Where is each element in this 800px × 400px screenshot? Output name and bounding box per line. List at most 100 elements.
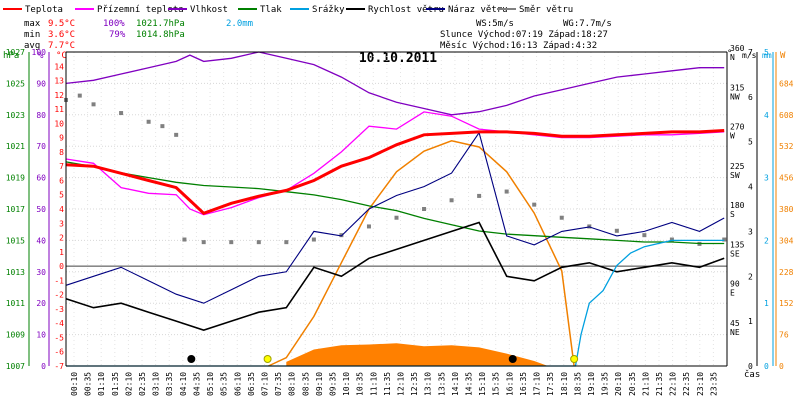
direction-tick-name: W bbox=[730, 132, 735, 141]
rain-tick-label: 2 bbox=[764, 236, 769, 245]
direction-tick-deg: 270 bbox=[730, 123, 745, 132]
temperature-tick-label: -4 bbox=[54, 319, 64, 328]
rain-tick-label: 4 bbox=[764, 111, 769, 120]
stats-max-hum: 100% bbox=[103, 19, 125, 29]
solar-tick-label: 76 bbox=[779, 331, 789, 340]
direction-tick-deg: 45 bbox=[730, 319, 740, 328]
temperature-tick-label: 13 bbox=[54, 77, 64, 86]
humidity-tick-label: 80 bbox=[36, 111, 46, 120]
stats-max-temp: 9.5°C bbox=[48, 19, 75, 29]
series-radiation-area bbox=[286, 343, 548, 366]
sun-marker bbox=[263, 355, 272, 363]
time-tick-label: 00:10 bbox=[70, 372, 79, 396]
temperature-tick-label: 14 bbox=[54, 62, 64, 71]
series-dir-point bbox=[77, 93, 82, 98]
axis-title-deg: ° bbox=[727, 49, 732, 59]
series-dir-point bbox=[559, 215, 564, 220]
time-tick-label: 02:35 bbox=[138, 372, 147, 396]
time-tick-label: 05:35 bbox=[220, 372, 229, 396]
axis-title-mm: mm bbox=[762, 51, 772, 60]
time-tick-label: 12:10 bbox=[397, 372, 406, 396]
humidity-tick-label: 50 bbox=[36, 205, 46, 214]
time-tick-label: 23:10 bbox=[696, 372, 705, 396]
pressure-tick-label: 1015 bbox=[6, 236, 25, 245]
series bbox=[64, 51, 727, 367]
stats-avg-temp: 7.7°C bbox=[48, 41, 75, 51]
info-ws: WS:5m/s bbox=[476, 19, 514, 29]
time-tick-label: 08:35 bbox=[301, 372, 310, 396]
chart-title: 10.10.2011 bbox=[359, 51, 437, 66]
humidity-tick-label: 40 bbox=[36, 236, 46, 245]
windspeed-tick-label: 5 bbox=[748, 138, 753, 147]
direction-tick-name: NE bbox=[730, 328, 740, 337]
time-tick-label: 12:35 bbox=[410, 372, 419, 396]
series-rain bbox=[66, 239, 725, 367]
solar-tick-label: 0 bbox=[779, 362, 784, 371]
sun-marker bbox=[570, 355, 579, 363]
pressure-tick-label: 1021 bbox=[6, 142, 25, 151]
pressure-tick-label: 1019 bbox=[6, 174, 25, 183]
rain-tick-label: 1 bbox=[764, 299, 769, 308]
solar-tick-label: 152 bbox=[779, 299, 794, 308]
stats-block: max 9.5°C 100% 1021.7hPa 2.0mm min 3.6°C… bbox=[24, 19, 253, 51]
time-tick-label: 15:10 bbox=[478, 372, 487, 396]
series-dir-point bbox=[669, 237, 674, 242]
time-tick-label: 04:10 bbox=[179, 372, 188, 396]
direction-tick-deg: 360 bbox=[730, 44, 745, 53]
direction-tick-name: E bbox=[730, 289, 735, 298]
time-tick-label: 03:35 bbox=[165, 372, 174, 396]
time-tick-label: 20:10 bbox=[614, 372, 623, 396]
time-tick-label: 14:10 bbox=[451, 372, 460, 396]
time-axis: 00:10 00:35 01:10 01:35 02:10 02:35 03:10 03:35… bbox=[70, 372, 718, 396]
time-tick-label: 19:35 bbox=[601, 372, 610, 396]
time-tick-label: 18:35 bbox=[573, 372, 582, 396]
moon-marker bbox=[187, 355, 196, 363]
time-tick-label: 13:10 bbox=[424, 372, 433, 396]
series-dir-point bbox=[394, 215, 399, 220]
humidity-tick-label: 20 bbox=[36, 299, 46, 308]
time-tick-label: 08:10 bbox=[288, 372, 297, 396]
direction-tick-deg: 180 bbox=[730, 201, 745, 210]
series-dir-point bbox=[642, 233, 647, 238]
temperature-tick-label: 8 bbox=[59, 148, 64, 157]
time-tick-label: 07:10 bbox=[260, 372, 269, 396]
rain-tick-label: 3 bbox=[764, 174, 769, 183]
windspeed-tick-label: 1 bbox=[748, 317, 753, 326]
stats-avg-label: avg bbox=[24, 41, 40, 51]
left-axes: 1007100910111013101510171019102110231025… bbox=[6, 48, 64, 371]
temperature-tick-label: 2 bbox=[59, 234, 64, 243]
solar-tick-label: 456 bbox=[779, 174, 794, 183]
time-tick-label: 21:10 bbox=[641, 372, 650, 396]
legend-label-gust: Náraz větru bbox=[448, 5, 508, 15]
info-sun: Slunce Východ:07:19 Západ:18:27 bbox=[440, 30, 608, 40]
axis-title-ms: m/s bbox=[742, 51, 757, 60]
solar-tick-label: 608 bbox=[779, 111, 794, 120]
series-dir-point bbox=[532, 202, 537, 207]
right-axes: 360N315NW270W225SW180S135SE90E45NE012345… bbox=[730, 44, 794, 371]
info-moon: Měsíc Východ:16:13 Západ:4:32 bbox=[440, 41, 597, 51]
pressure-tick-label: 1009 bbox=[6, 331, 25, 340]
time-tick-label: 13:35 bbox=[437, 372, 446, 396]
legend-label-wind: Rychlost větru bbox=[368, 5, 444, 15]
stats-min-label: min bbox=[24, 30, 40, 40]
temperature-tick-label: -5 bbox=[54, 333, 64, 342]
time-tick-label: 09:10 bbox=[315, 372, 324, 396]
series-dir-point bbox=[284, 240, 289, 245]
legend: Teplota Přízemní teplota Vlhkost Tlak Sr… bbox=[3, 5, 573, 15]
moon-marker bbox=[508, 355, 517, 363]
time-tick-label: 20:35 bbox=[628, 372, 637, 396]
series-dir-point bbox=[722, 237, 727, 242]
series-dir-point bbox=[366, 224, 371, 229]
direction-tick-name: S bbox=[730, 210, 735, 219]
time-tick-label: 07:35 bbox=[274, 372, 283, 396]
series-dir-point bbox=[91, 102, 96, 107]
temperature-tick-label: -1 bbox=[54, 276, 64, 285]
legend-label-temp: Teplota bbox=[25, 5, 63, 15]
series-pres bbox=[65, 161, 725, 245]
legend-label-pres: Tlak bbox=[260, 5, 282, 15]
temperature-tick-label: 10 bbox=[54, 119, 64, 128]
sun-moon-markers bbox=[187, 355, 579, 363]
time-tick-label: 15:35 bbox=[492, 372, 501, 396]
time-tick-label: 11:35 bbox=[383, 372, 392, 396]
